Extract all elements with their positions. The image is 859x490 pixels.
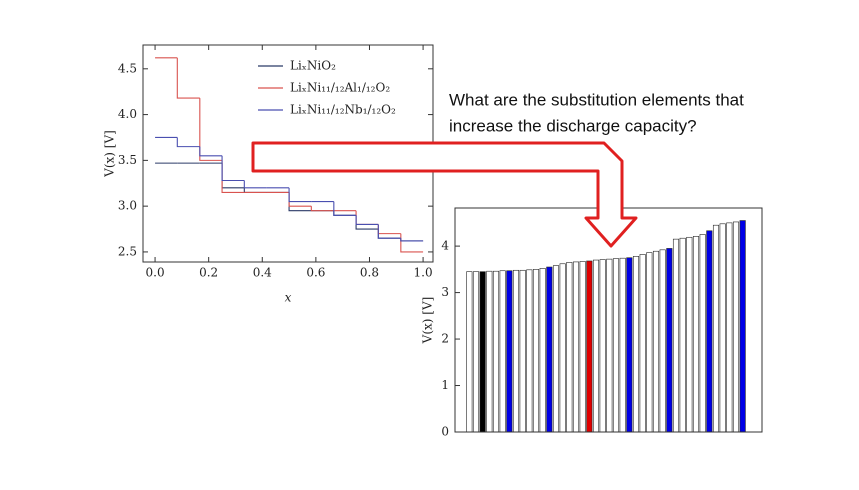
bar: [666, 248, 673, 433]
bar: [619, 257, 626, 433]
step-line: [176, 137, 200, 148]
bar: [712, 224, 720, 433]
y-tick-label: 4.5: [118, 61, 137, 75]
bar: [719, 223, 726, 433]
bar: [579, 261, 586, 433]
bar: [472, 271, 480, 433]
bar: [652, 250, 660, 433]
step-line: [243, 180, 267, 189]
bar: [706, 230, 713, 433]
y-tick-label: 3.5: [118, 153, 137, 167]
y-tick-label: 3.0: [118, 199, 137, 213]
bar: [486, 270, 493, 433]
bar: [479, 271, 486, 433]
step-line: [355, 210, 379, 226]
step-line: [176, 57, 200, 99]
bar: [466, 271, 473, 433]
y-tick-label: 2: [441, 332, 449, 346]
bar: [692, 236, 700, 433]
step-line: [288, 192, 312, 207]
step-line: [221, 155, 245, 182]
y-tick-label: 0: [441, 425, 449, 439]
bar: [612, 258, 620, 433]
bar: [732, 221, 740, 433]
y-tick-label: 3: [441, 285, 449, 299]
step-line: [400, 233, 424, 253]
bar: [559, 263, 566, 433]
y-tick-label: 4: [441, 239, 449, 253]
y-tick-label: 2.5: [118, 244, 137, 258]
x-axis-label: x: [285, 291, 292, 305]
y-axis-label: V(x) [V]: [421, 297, 435, 345]
step-line: [243, 187, 267, 193]
step-line: [333, 210, 357, 216]
step-line: [199, 98, 223, 161]
bar: [599, 259, 606, 433]
y-tick-label: 1: [441, 378, 449, 392]
step-line: [355, 215, 379, 230]
x-tick-label: 0.0: [146, 266, 165, 280]
arrow: [251, 141, 638, 248]
bar: [626, 257, 633, 433]
x-tick-label: 0.4: [253, 266, 272, 280]
annotation: increase the discharge capacity?: [449, 116, 697, 135]
bar: [586, 260, 593, 433]
x-tick-label: 0.2: [199, 266, 218, 280]
bar: [679, 237, 686, 433]
legend-label: LiₓNi₁₁/₁₂Nb₁/₁₂O₂: [290, 103, 396, 117]
bar: [572, 261, 580, 433]
bar: [552, 265, 560, 433]
annotation: What are the substitution elements that: [449, 90, 744, 109]
step-line: [355, 215, 379, 226]
bar: [519, 269, 526, 433]
step-line: [310, 206, 334, 212]
bar: [672, 238, 680, 433]
x-tick-label: 0.6: [306, 266, 325, 280]
bar: [539, 268, 546, 433]
y-tick-label: 4.0: [118, 107, 137, 121]
bar: [686, 236, 693, 433]
bar: [739, 220, 746, 433]
x-tick-label: 0.8: [360, 266, 379, 280]
bar: [659, 249, 666, 433]
y-axis-label: V(x) [V]: [103, 130, 117, 178]
step-line: [377, 224, 401, 239]
bar: [546, 266, 553, 433]
bar: [492, 270, 500, 433]
bar: [512, 269, 520, 433]
bar: [639, 254, 646, 433]
bar: [499, 270, 506, 433]
step-line: [199, 146, 223, 157]
bar: [646, 252, 653, 433]
bar: [526, 269, 533, 433]
bar: [566, 262, 573, 433]
step-line: [288, 187, 312, 203]
legend-label: LiₓNi₁₁/₁₂Al₁/₁₂O₂: [290, 81, 390, 95]
step-line: [221, 163, 245, 189]
bar: [606, 258, 613, 433]
bar: [532, 269, 540, 433]
step-line: [333, 201, 357, 216]
bar: [506, 270, 513, 433]
bar: [726, 222, 733, 433]
bar: [632, 256, 640, 433]
bar: [592, 259, 600, 433]
x-tick-label: 1.0: [414, 266, 433, 280]
step-line: [377, 224, 401, 235]
legend-label: LiₓNiO₂: [290, 59, 336, 73]
step-line: [400, 238, 424, 242]
bar: [699, 234, 706, 433]
